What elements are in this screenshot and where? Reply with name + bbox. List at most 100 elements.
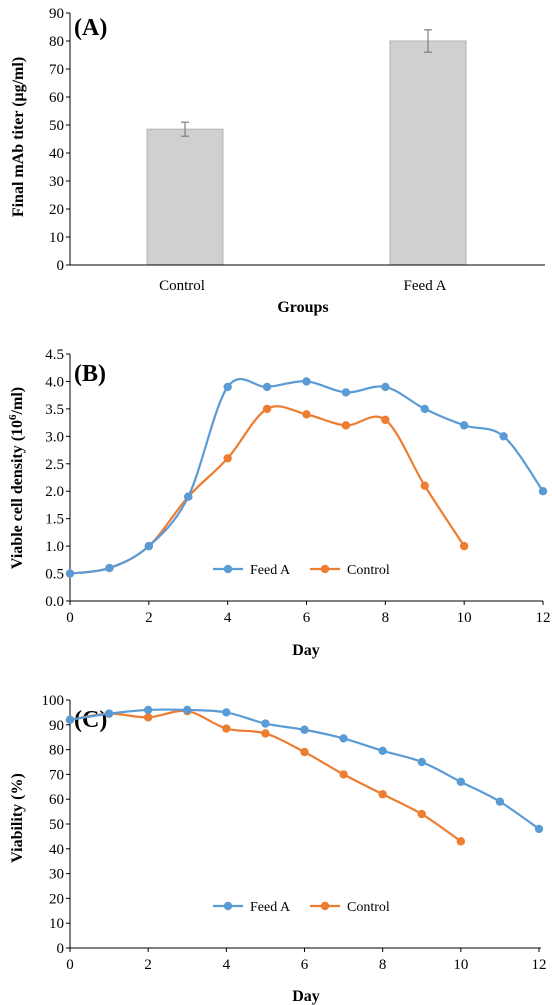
data-point-control bbox=[222, 724, 231, 733]
data-point-feed-a bbox=[339, 734, 348, 743]
y-tick-label: 4.5 bbox=[45, 347, 64, 363]
data-point-feed-a bbox=[144, 541, 154, 551]
data-point-feed-a bbox=[341, 388, 351, 397]
bar-control bbox=[146, 128, 224, 266]
data-point-feed-a bbox=[378, 746, 387, 756]
bar-feed-a bbox=[389, 40, 467, 266]
data-point-feed-a bbox=[65, 569, 75, 578]
legend-marker-control bbox=[320, 564, 330, 574]
x-tick-label: 2 bbox=[145, 610, 153, 626]
panel-c-x-title: Day bbox=[292, 988, 320, 1005]
y-tick-label: 1.0 bbox=[45, 539, 64, 555]
panel-b-legend: Feed A Control bbox=[213, 563, 390, 578]
y-tick-label: 90 bbox=[49, 718, 64, 734]
data-point-control bbox=[262, 404, 272, 414]
data-point-feed-a bbox=[262, 382, 272, 392]
data-point-control bbox=[417, 809, 426, 819]
panel-c-y-title: Viability (%) bbox=[9, 773, 26, 863]
x-tick-label-feed-a: Feed A bbox=[404, 278, 447, 294]
series-line-control bbox=[69, 405, 466, 575]
legend-label-control: Control bbox=[347, 900, 390, 915]
panel-a-bars bbox=[146, 29, 467, 266]
data-point-feed-a bbox=[184, 492, 193, 501]
data-point-feed-a bbox=[420, 404, 429, 414]
x-tick-label: 8 bbox=[382, 610, 390, 626]
y-tick-label: 40 bbox=[49, 842, 64, 858]
y-tick-label: 2.5 bbox=[45, 457, 64, 473]
panel-b-line-chart: (B) 0.0 0.5 1.0 1.5 2.0 2.5 3.0 3.5 4.0 4.5 0 2 4 6 8… bbox=[7, 347, 551, 659]
data-point-control bbox=[300, 747, 309, 757]
y-tick-label: 80 bbox=[49, 34, 64, 50]
data-point-control bbox=[302, 410, 311, 419]
data-point-feed-a bbox=[65, 715, 75, 725]
x-tick-label-control: Control bbox=[159, 278, 205, 294]
y-tick-label: 40 bbox=[49, 146, 64, 162]
y-tick-label: 30 bbox=[49, 867, 64, 883]
panel-c-x-ticks: 0 2 4 6 8 10 12 bbox=[66, 948, 547, 973]
legend-marker-control bbox=[320, 901, 330, 911]
data-point-control bbox=[261, 729, 270, 738]
data-point-feed-a bbox=[261, 719, 270, 728]
data-point-control bbox=[378, 790, 387, 799]
data-point-control bbox=[459, 541, 469, 551]
panel-c-line-chart: (C) 0 10 20 30 40 50 60 70 80 90 100 0 2 4 6 8 10 12 Fee… bbox=[9, 693, 547, 1005]
x-tick-label: 10 bbox=[457, 610, 472, 626]
data-point-feed-a bbox=[495, 797, 505, 806]
legend-marker-feed-a bbox=[223, 564, 233, 574]
data-point-control bbox=[420, 481, 429, 490]
y-tick-label: 4.0 bbox=[45, 374, 64, 390]
y-tick-label: 10 bbox=[49, 230, 64, 246]
data-point-feed-a bbox=[417, 757, 426, 767]
x-tick-label: 0 bbox=[66, 957, 74, 973]
panel-a-x-ticks: Control Feed A bbox=[159, 278, 447, 294]
data-point-feed-a bbox=[534, 824, 544, 834]
panel-b-y-ticks: 0.0 0.5 1.0 1.5 2.0 2.5 3.0 3.5 4.0 4.5 bbox=[45, 347, 70, 610]
y-tick-label: 30 bbox=[49, 174, 64, 190]
y-tick-label: 60 bbox=[49, 90, 64, 106]
data-point-feed-a bbox=[300, 725, 309, 734]
data-point-control bbox=[341, 421, 351, 430]
y-tick-label: 90 bbox=[49, 6, 64, 22]
x-tick-label: 6 bbox=[301, 957, 309, 973]
series-line-feed-a bbox=[69, 378, 544, 575]
data-point-control bbox=[456, 837, 466, 846]
data-point-control bbox=[223, 454, 232, 463]
data-point-control bbox=[143, 713, 153, 722]
data-point-control bbox=[339, 770, 348, 779]
x-tick-label: 4 bbox=[224, 610, 232, 626]
panel-b-y-title: Viable cell density (106/ml) bbox=[7, 387, 26, 569]
x-tick-label: 6 bbox=[303, 610, 311, 626]
y-tick-label: 3.0 bbox=[45, 429, 64, 445]
panel-b-label: (B) bbox=[74, 361, 106, 387]
panel-a-x-title: Groups bbox=[277, 299, 328, 316]
data-point-feed-a bbox=[183, 705, 192, 715]
y-tick-label: 2.0 bbox=[45, 484, 64, 500]
x-tick-label: 12 bbox=[536, 610, 551, 626]
data-point-feed-a bbox=[223, 382, 232, 392]
panel-a-y-ticks: 0 10 20 30 40 50 60 70 80 90 bbox=[49, 6, 70, 274]
y-tick-label: 0.5 bbox=[45, 567, 64, 583]
y-tick-label: 10 bbox=[49, 916, 64, 932]
data-point-feed-a bbox=[104, 709, 114, 718]
panel-a-bar-chart: (A) 0 10 20 30 40 50 60 70 80 90 Control Feed A Gr… bbox=[10, 6, 545, 316]
y-tick-label: 60 bbox=[49, 792, 64, 808]
data-point-control bbox=[381, 415, 390, 425]
panel-c-series bbox=[65, 705, 544, 846]
y-tick-label: 70 bbox=[49, 62, 64, 78]
x-tick-label: 0 bbox=[66, 610, 74, 626]
data-point-feed-a bbox=[222, 708, 231, 717]
x-tick-label: 4 bbox=[223, 957, 231, 973]
panel-b-series bbox=[65, 377, 548, 578]
data-point-feed-a bbox=[538, 487, 548, 496]
data-point-feed-a bbox=[381, 382, 390, 392]
legend-label-feed-a: Feed A bbox=[250, 900, 291, 915]
legend-label-feed-a: Feed A bbox=[250, 563, 291, 578]
x-tick-label: 12 bbox=[532, 957, 547, 973]
y-tick-label: 70 bbox=[49, 767, 64, 783]
y-tick-label: 0 bbox=[57, 941, 65, 957]
data-point-feed-a bbox=[302, 377, 311, 386]
legend-label-control: Control bbox=[347, 563, 390, 578]
y-tick-label: 1.5 bbox=[45, 512, 64, 528]
panel-c-y-ticks: 0 10 20 30 40 50 60 70 80 90 100 bbox=[42, 693, 70, 957]
